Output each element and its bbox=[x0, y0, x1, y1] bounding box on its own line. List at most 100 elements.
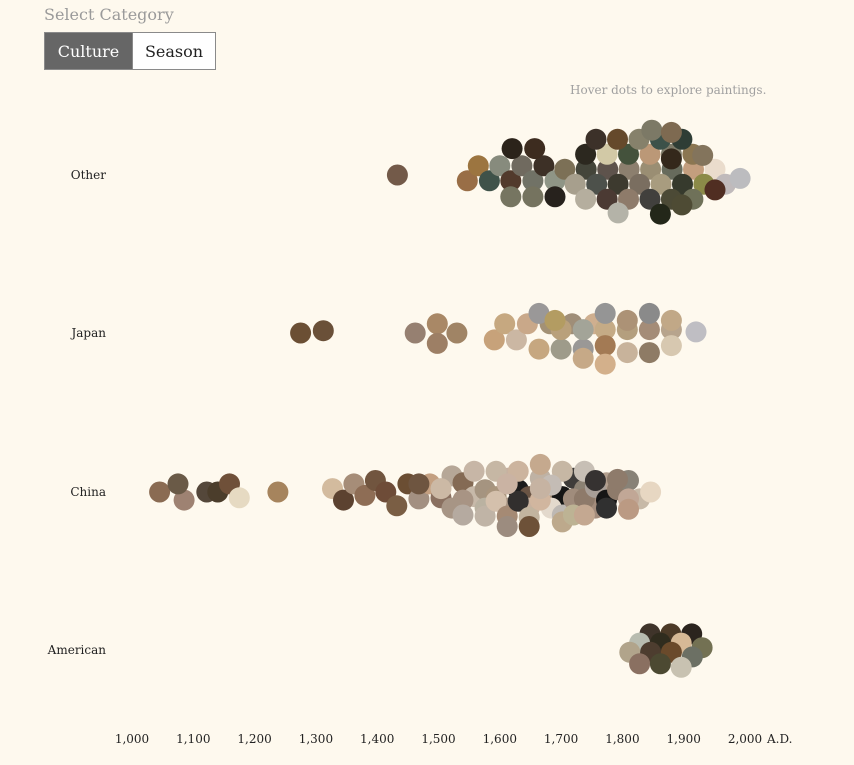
painting-dot[interactable] bbox=[638, 319, 660, 341]
painting-dot[interactable] bbox=[607, 173, 629, 195]
painting-dot[interactable] bbox=[629, 653, 651, 675]
painting-dot[interactable] bbox=[670, 656, 692, 678]
painting-dot[interactable] bbox=[641, 119, 663, 141]
painting-dot[interactable] bbox=[640, 481, 662, 503]
painting-dot[interactable] bbox=[522, 186, 544, 208]
painting-dot[interactable] bbox=[485, 490, 507, 512]
painting-dot[interactable] bbox=[692, 144, 714, 166]
painting-dot[interactable] bbox=[607, 468, 628, 490]
painting-dot[interactable] bbox=[456, 170, 478, 192]
painting-dot[interactable] bbox=[312, 320, 334, 342]
painting-dot[interactable] bbox=[500, 186, 522, 208]
painting-dot[interactable] bbox=[660, 335, 682, 357]
painting-dot[interactable] bbox=[426, 332, 448, 354]
painting-dot[interactable] bbox=[173, 489, 195, 511]
painting-dot[interactable] bbox=[489, 155, 511, 177]
painting-dot[interactable] bbox=[660, 148, 682, 170]
painting-dot[interactable] bbox=[267, 481, 289, 503]
painting-dot[interactable] bbox=[564, 173, 586, 195]
painting-dot[interactable] bbox=[524, 138, 546, 160]
painting-dot[interactable] bbox=[660, 309, 682, 331]
painting-dot[interactable] bbox=[386, 495, 408, 517]
painting-dot[interactable] bbox=[446, 322, 468, 344]
painting-dot[interactable] bbox=[354, 484, 376, 506]
painting-dot[interactable] bbox=[554, 158, 576, 180]
painting-dot[interactable] bbox=[704, 179, 726, 201]
painting-dot[interactable] bbox=[528, 302, 550, 324]
painting-dot[interactable] bbox=[575, 158, 597, 180]
painting-dot[interactable] bbox=[494, 313, 516, 335]
painting-dot[interactable] bbox=[685, 321, 707, 343]
painting-dot[interactable] bbox=[660, 121, 682, 143]
painting-dot[interactable] bbox=[533, 155, 555, 177]
painting-dot[interactable] bbox=[550, 338, 572, 360]
painting-dot[interactable] bbox=[496, 473, 518, 495]
painting-dot[interactable] bbox=[616, 309, 638, 331]
painting-dot[interactable] bbox=[511, 155, 533, 177]
season-button[interactable]: Season bbox=[132, 33, 215, 69]
painting-dot[interactable] bbox=[474, 505, 496, 527]
painting-dot[interactable] bbox=[452, 504, 474, 526]
painting-dot[interactable] bbox=[467, 155, 489, 177]
painting-dot[interactable] bbox=[629, 173, 651, 195]
painting-dot[interactable] bbox=[586, 173, 608, 195]
painting-dot[interactable] bbox=[672, 173, 693, 195]
painting-dot[interactable] bbox=[704, 158, 726, 180]
painting-dot[interactable] bbox=[501, 138, 523, 160]
painting-dot[interactable] bbox=[426, 313, 448, 335]
painting-dot[interactable] bbox=[650, 173, 672, 195]
culture-button[interactable]: Culture bbox=[45, 33, 132, 69]
painting-dot[interactable] bbox=[408, 473, 430, 495]
painting-dot[interactable] bbox=[572, 347, 594, 369]
painting-dot[interactable] bbox=[596, 143, 618, 165]
painting-dot[interactable] bbox=[638, 302, 660, 324]
painting-dot[interactable] bbox=[585, 128, 607, 150]
painting-dot[interactable] bbox=[386, 164, 408, 186]
painting-dot[interactable] bbox=[500, 170, 522, 192]
painting-dot[interactable] bbox=[649, 203, 671, 225]
painting-dot[interactable] bbox=[290, 322, 312, 344]
painting-dot[interactable] bbox=[639, 188, 661, 210]
painting-dot[interactable] bbox=[572, 319, 594, 341]
painting-dot[interactable] bbox=[594, 319, 616, 341]
painting-dot[interactable] bbox=[505, 329, 527, 351]
painting-dot[interactable] bbox=[584, 470, 606, 491]
painting-dot[interactable] bbox=[575, 188, 597, 210]
painting-dot[interactable] bbox=[618, 143, 639, 165]
painting-dot[interactable] bbox=[544, 186, 566, 208]
painting-dot[interactable] bbox=[729, 167, 751, 189]
painting-dot[interactable] bbox=[640, 158, 662, 180]
painting-dot[interactable] bbox=[529, 453, 551, 475]
painting-dot[interactable] bbox=[528, 338, 550, 360]
painting-dot[interactable] bbox=[333, 489, 354, 511]
painting-dot[interactable] bbox=[607, 202, 629, 224]
painting-dot[interactable] bbox=[483, 329, 505, 351]
painting-dot[interactable] bbox=[167, 473, 189, 495]
painting-dot[interactable] bbox=[575, 143, 597, 165]
painting-dot[interactable] bbox=[618, 158, 640, 180]
painting-dot[interactable] bbox=[573, 504, 595, 526]
painting-dot[interactable] bbox=[518, 516, 540, 537]
painting-dot[interactable] bbox=[430, 478, 452, 500]
painting-dot[interactable] bbox=[594, 353, 616, 375]
painting-dot[interactable] bbox=[607, 128, 628, 150]
painting-dot[interactable] bbox=[594, 335, 616, 357]
painting-dot[interactable] bbox=[618, 498, 639, 520]
painting-dot[interactable] bbox=[404, 322, 426, 344]
painting-dot[interactable] bbox=[228, 487, 250, 509]
painting-dot[interactable] bbox=[149, 481, 171, 503]
painting-dot[interactable] bbox=[671, 194, 693, 216]
painting-dot[interactable] bbox=[408, 488, 430, 510]
painting-dot[interactable] bbox=[596, 497, 617, 519]
painting-dot[interactable] bbox=[496, 516, 518, 537]
painting-dot[interactable] bbox=[616, 342, 638, 364]
painting-dot[interactable] bbox=[594, 302, 616, 324]
painting-dot[interactable] bbox=[507, 490, 529, 512]
painting-dot[interactable] bbox=[638, 342, 660, 364]
painting-dot[interactable] bbox=[597, 158, 619, 180]
painting-dot[interactable] bbox=[463, 460, 485, 482]
painting-dot[interactable] bbox=[639, 143, 661, 165]
painting-dot[interactable] bbox=[529, 478, 551, 500]
painting-dot[interactable] bbox=[478, 170, 500, 192]
painting-dot[interactable] bbox=[522, 170, 544, 192]
